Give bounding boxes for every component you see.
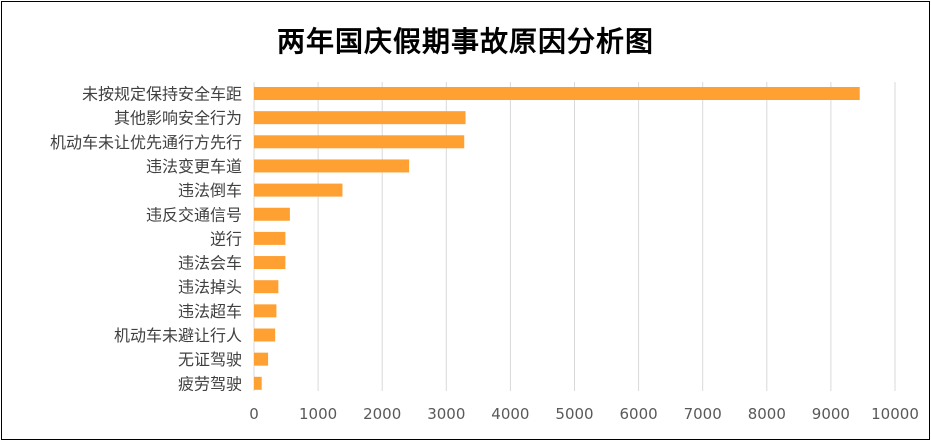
category-label: 机动车未避让行人	[114, 326, 242, 345]
x-tick-label: 4000	[491, 405, 529, 423]
x-tick-label: 3000	[427, 405, 465, 423]
category-label: 违法超车	[178, 302, 242, 321]
gridlines	[253, 82, 896, 391]
x-tick-label: 1000	[299, 405, 337, 423]
category-label: 其他影响安全行为	[114, 109, 242, 128]
bar	[254, 111, 466, 125]
category-label: 逆行	[210, 229, 242, 248]
bar	[254, 207, 290, 221]
x-tick-label: 5000	[555, 405, 593, 423]
bar	[254, 328, 276, 342]
x-tick-label: 0	[249, 405, 259, 423]
category-label: 无证驾驶	[178, 350, 242, 369]
bar	[254, 376, 262, 390]
category-label: 违法会车	[178, 254, 242, 273]
bar	[254, 256, 286, 270]
category-label: 未按规定保持安全车距	[82, 85, 242, 104]
bar	[254, 231, 286, 245]
x-tick-label: 6000	[620, 405, 658, 423]
category-label: 违法掉头	[178, 278, 242, 297]
bar	[254, 304, 277, 318]
x-tick-label: 8000	[748, 405, 786, 423]
category-label: 违反交通信号	[146, 205, 242, 224]
x-tick-labels: 0 1000 2000 3000 4000 5000 6000 7000 8000 9000 100…	[249, 405, 919, 423]
category-label: 违法倒车	[178, 181, 242, 200]
bar	[254, 87, 860, 100]
x-tick-label: 10000	[871, 405, 919, 423]
x-tick-label: 7000	[684, 405, 722, 423]
category-label: 机动车未让优先通行方先行	[50, 133, 242, 152]
bar	[254, 135, 465, 149]
category-labels: 未按规定保持安全车距其他影响安全行为机动车未让优先通行方先行违法变更车道违法倒车…	[50, 85, 242, 394]
bars	[254, 87, 860, 390]
bar	[254, 352, 269, 366]
category-label: 疲劳驾驶	[178, 374, 242, 393]
bar	[254, 280, 279, 294]
bar	[254, 159, 410, 173]
category-label: 违法变更车道	[146, 157, 242, 176]
x-tick-label: 2000	[363, 405, 401, 423]
bar	[254, 183, 343, 197]
x-tick-label: 9000	[812, 405, 850, 423]
chart-title: 两年国庆假期事故原因分析图	[276, 25, 654, 58]
